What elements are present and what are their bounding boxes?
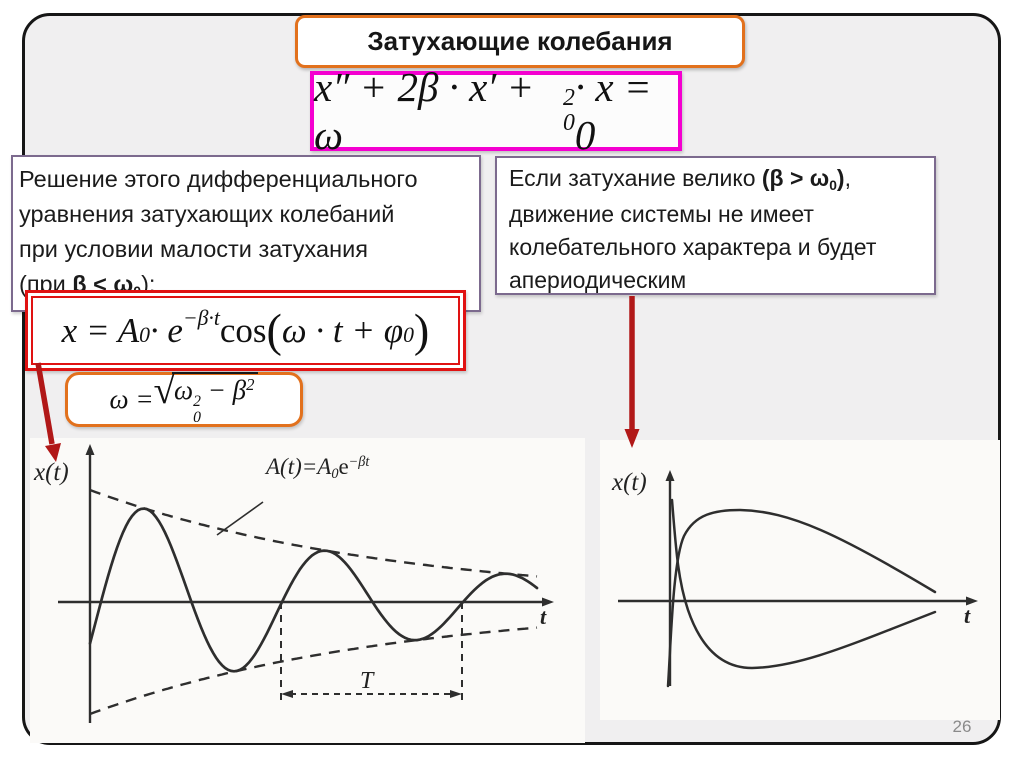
period-arrow-left-icon xyxy=(281,690,293,698)
damped-graph-panel: x(t) t T A(t)=A0e−βt xyxy=(30,438,585,743)
upper-envelope xyxy=(89,488,538,578)
aperiodic-curve-positive xyxy=(666,508,937,688)
t-axis-arrow-icon xyxy=(966,596,978,606)
t-axis-arrow-icon xyxy=(542,597,554,607)
right-t-axis-label: t xyxy=(964,603,971,628)
aperiodic-graph-panel: x(t) t xyxy=(600,440,1000,720)
damped-graph: x(t) t T xyxy=(33,444,554,723)
left-textbox: Решение этого дифференциального уравнени… xyxy=(11,155,481,312)
right-textbox: Если затухание велико (β > ω0), движение … xyxy=(495,156,936,295)
envelope-pointer-line xyxy=(216,501,264,536)
envelope-label: A(t)=A0e−βt xyxy=(266,454,370,482)
page-number: 26 xyxy=(952,717,972,736)
left-t-axis-label: t xyxy=(540,604,547,629)
title-box: Затухающие колебания xyxy=(295,15,745,68)
damped-curve xyxy=(88,507,539,673)
omega-formula-box: ω = √ ω 2 0 − β2 xyxy=(65,371,303,427)
period-label: T xyxy=(360,668,375,694)
period-arrow-right-icon xyxy=(450,690,462,698)
aperiodic-graph: x(t) t xyxy=(611,469,978,688)
y-axis-arrow-icon xyxy=(85,444,95,455)
y-axis-arrow-icon xyxy=(665,470,675,481)
left-y-axis-label: x(t) xyxy=(33,459,69,486)
aperiodic-curve-negative xyxy=(670,498,937,670)
right-y-axis-label: x(t) xyxy=(611,469,647,496)
lower-envelope xyxy=(89,626,538,716)
slide-title: Затухающие колебания xyxy=(367,26,673,56)
